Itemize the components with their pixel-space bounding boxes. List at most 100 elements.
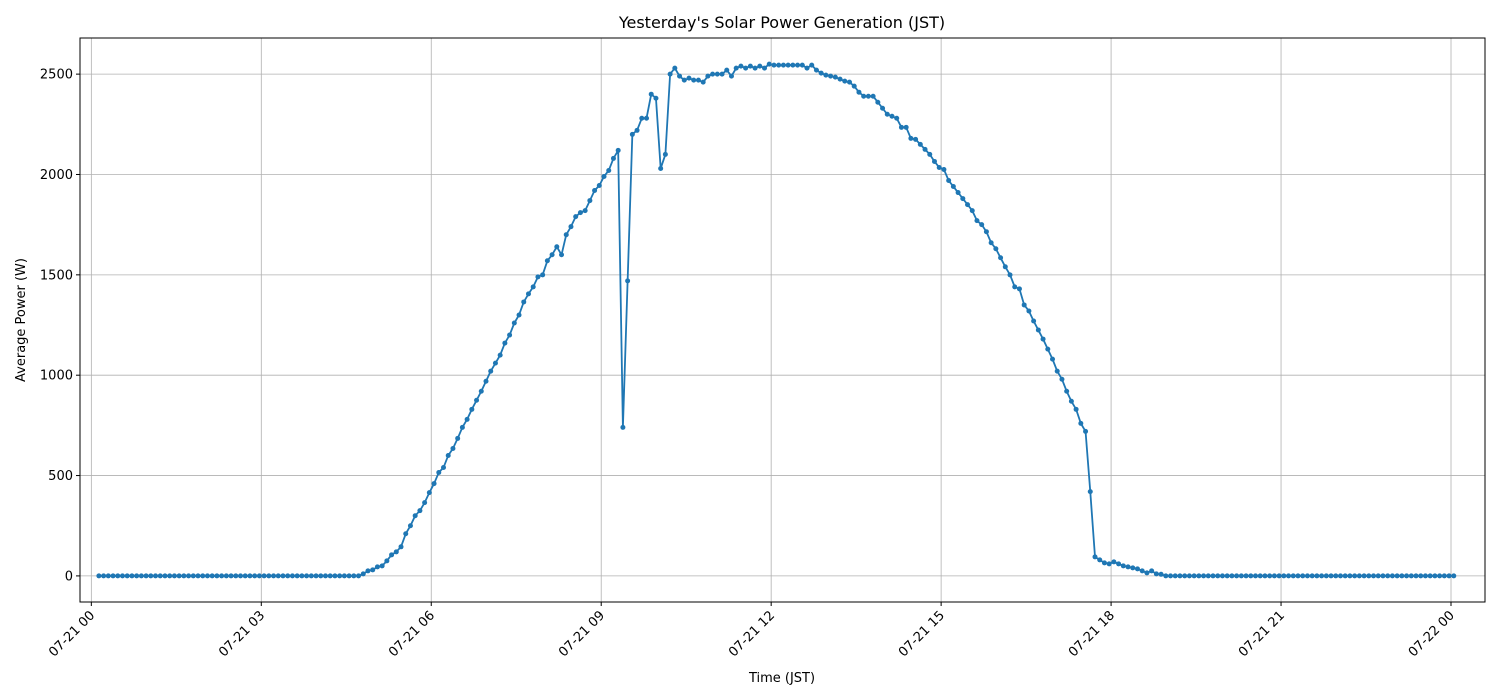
data-point (313, 573, 319, 579)
data-point (1149, 568, 1155, 574)
data-point (1418, 573, 1424, 579)
data-point (1116, 561, 1122, 567)
data-point (913, 136, 919, 142)
data-point (1300, 573, 1306, 579)
data-point (464, 416, 470, 422)
x-tick-label: 07-21 00 (46, 608, 98, 660)
data-point (1064, 388, 1070, 394)
data-point (582, 208, 588, 214)
y-axis-title: Average Power (W) (14, 258, 29, 382)
data-point (1134, 566, 1140, 572)
data-point (1257, 573, 1263, 579)
data-point (705, 73, 711, 79)
data-point (667, 71, 673, 77)
data-point (714, 71, 720, 77)
data-point (979, 222, 985, 228)
data-point (837, 76, 843, 82)
data-point (1380, 573, 1386, 579)
data-point (1059, 376, 1065, 382)
data-point (1352, 573, 1358, 579)
data-point (521, 299, 527, 305)
data-point (757, 63, 763, 69)
data-point (695, 77, 701, 83)
data-point (804, 65, 810, 71)
data-point (96, 573, 102, 579)
data-point (289, 573, 295, 579)
data-point (1172, 573, 1178, 579)
data-point (1021, 302, 1027, 308)
data-point (143, 573, 149, 579)
data-point (176, 573, 182, 579)
data-point (1092, 554, 1098, 560)
data-point (1267, 573, 1273, 579)
data-point (337, 573, 343, 579)
data-point (563, 232, 569, 238)
data-point (592, 188, 598, 194)
data-point (1035, 327, 1041, 333)
data-point (856, 89, 862, 95)
data-point (119, 573, 125, 579)
data-point (299, 573, 305, 579)
data-point (167, 573, 173, 579)
data-point (271, 573, 277, 579)
data-point (422, 500, 428, 506)
data-point (625, 278, 631, 284)
data-point (525, 291, 531, 297)
data-point (719, 71, 725, 77)
data-point (908, 135, 914, 141)
data-point (1234, 573, 1240, 579)
data-point (417, 508, 423, 514)
data-point (847, 79, 853, 85)
data-point (700, 79, 706, 85)
data-point (1215, 573, 1221, 579)
data-point (1120, 563, 1126, 569)
data-point (1361, 573, 1367, 579)
data-point (261, 573, 267, 579)
data-point (1333, 573, 1339, 579)
x-tick-label: 07-21 09 (556, 608, 608, 660)
data-point (1026, 308, 1032, 314)
data-point (393, 549, 399, 555)
data-point (752, 65, 758, 71)
data-point (1422, 573, 1428, 579)
data-point (1399, 573, 1405, 579)
data-point (747, 63, 753, 69)
data-point (677, 73, 683, 79)
plot-frame (79, 37, 1486, 603)
data-point (620, 424, 626, 430)
data-point (998, 255, 1004, 261)
data-point (403, 531, 409, 537)
data-point (884, 111, 890, 117)
data-point (1087, 489, 1093, 495)
data-point (1437, 573, 1443, 579)
data-point (252, 573, 258, 579)
data-point (1182, 573, 1188, 579)
data-point (1097, 557, 1103, 563)
data-point (1238, 573, 1244, 579)
data-point (488, 368, 494, 374)
data-point (662, 151, 668, 157)
data-point (790, 62, 796, 68)
data-point (1262, 573, 1268, 579)
data-point (327, 573, 333, 579)
data-point (1083, 428, 1089, 434)
data-point (710, 71, 716, 77)
data-point (138, 573, 144, 579)
data-point (785, 62, 791, 68)
data-point (1040, 336, 1046, 342)
data-point (407, 523, 413, 529)
data-point (799, 62, 805, 68)
data-point (681, 77, 687, 83)
data-point (691, 77, 697, 83)
x-tick-label: 07-21 06 (386, 608, 438, 660)
data-point (1323, 573, 1329, 579)
data-point (1253, 573, 1259, 579)
data-point (1201, 573, 1207, 579)
y-tick-label: 1000 (40, 369, 73, 384)
data-point (1012, 284, 1018, 290)
data-point (228, 573, 234, 579)
data-point (1229, 573, 1235, 579)
data-point (1281, 573, 1287, 579)
data-point (946, 178, 952, 184)
data-point (606, 167, 612, 173)
